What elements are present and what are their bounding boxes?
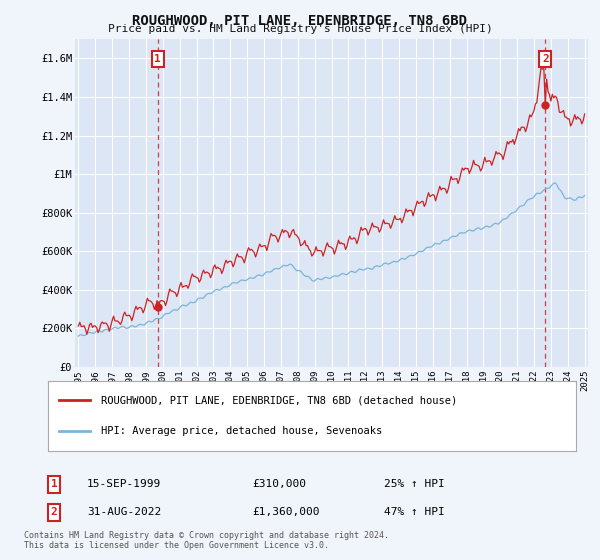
Text: 1: 1: [50, 479, 58, 489]
Text: 1: 1: [154, 54, 161, 64]
Text: 15-SEP-1999: 15-SEP-1999: [87, 479, 161, 489]
Text: 2: 2: [50, 507, 58, 517]
Text: Contains HM Land Registry data © Crown copyright and database right 2024.
This d: Contains HM Land Registry data © Crown c…: [24, 530, 389, 550]
Text: 2: 2: [542, 54, 548, 64]
Text: 47% ↑ HPI: 47% ↑ HPI: [384, 507, 445, 517]
Text: ROUGHWOOD, PIT LANE, EDENBRIDGE, TN8 6BD: ROUGHWOOD, PIT LANE, EDENBRIDGE, TN8 6BD: [133, 14, 467, 28]
Text: 25% ↑ HPI: 25% ↑ HPI: [384, 479, 445, 489]
Text: HPI: Average price, detached house, Sevenoaks: HPI: Average price, detached house, Seve…: [101, 426, 382, 436]
Text: ROUGHWOOD, PIT LANE, EDENBRIDGE, TN8 6BD (detached house): ROUGHWOOD, PIT LANE, EDENBRIDGE, TN8 6BD…: [101, 395, 457, 405]
Text: £310,000: £310,000: [252, 479, 306, 489]
Text: Price paid vs. HM Land Registry's House Price Index (HPI): Price paid vs. HM Land Registry's House …: [107, 24, 493, 34]
Text: £1,360,000: £1,360,000: [252, 507, 320, 517]
Text: 31-AUG-2022: 31-AUG-2022: [87, 507, 161, 517]
